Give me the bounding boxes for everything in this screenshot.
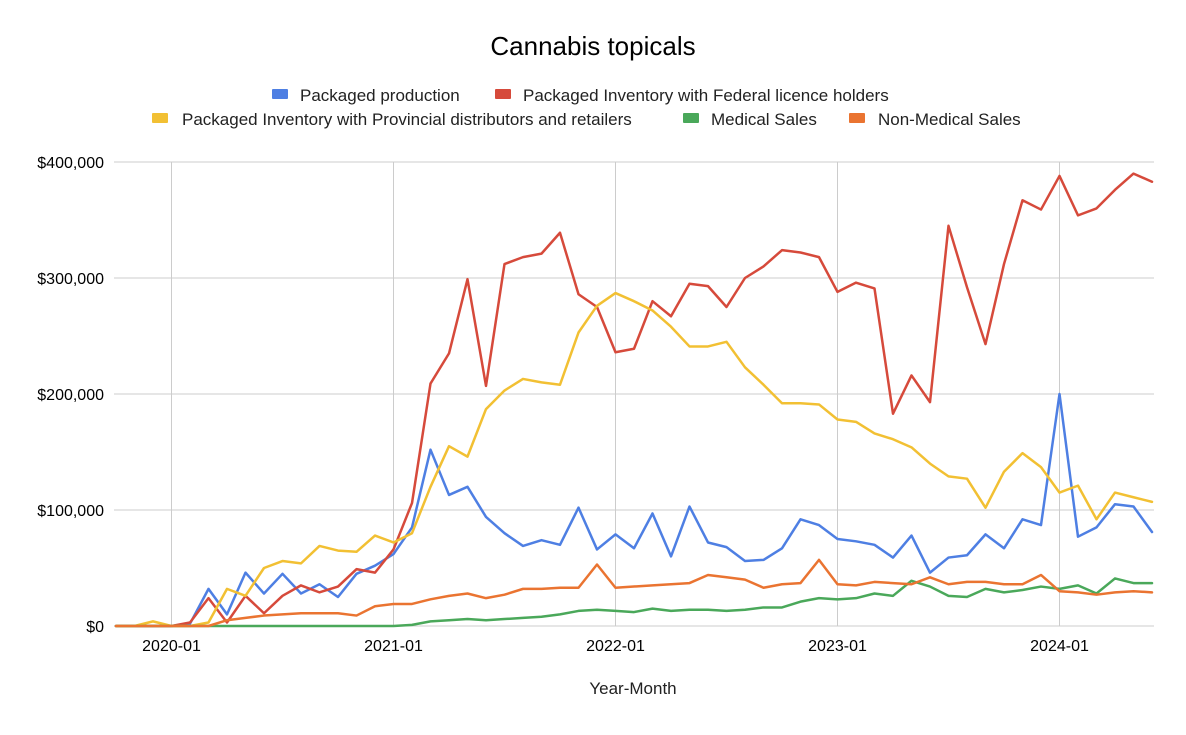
- y-tick-label: $100,000: [37, 503, 104, 520]
- legend-item-medical-sales[interactable]: Medical Sales: [683, 110, 817, 129]
- legend-label: Medical Sales: [711, 110, 817, 129]
- legend-swatch: [495, 89, 511, 99]
- legend-label: Packaged Inventory with Provincial distr…: [182, 110, 632, 129]
- legend-label: Packaged production: [300, 86, 460, 105]
- legend-label: Packaged Inventory with Federal licence …: [523, 86, 889, 105]
- legend-item-non-medical-sales[interactable]: Non-Medical Sales: [849, 110, 1021, 129]
- series-line-4: [114, 558, 1154, 628]
- legend-swatch: [272, 89, 288, 99]
- y-tick-label: $400,000: [37, 155, 104, 172]
- series-lines: [114, 172, 1154, 628]
- legend-item-provincial-inventory[interactable]: Packaged Inventory with Provincial distr…: [152, 110, 632, 129]
- series-line-2: [114, 291, 1154, 628]
- chart-title: Cannabis topicals: [490, 31, 695, 61]
- y-axis-ticks: $0 $100,000 $200,000 $300,000 $400,000: [37, 155, 104, 636]
- x-tick-label: 2020-01: [142, 638, 201, 655]
- legend-label: Non-Medical Sales: [878, 110, 1021, 129]
- x-axis-ticks: 2020-01 2021-01 2022-01 2023-01 2024-01: [142, 638, 1089, 655]
- y-tick-label: $300,000: [37, 271, 104, 288]
- x-tick-label: 2024-01: [1030, 638, 1089, 655]
- x-tick-label: 2023-01: [808, 638, 867, 655]
- legend-swatch: [849, 113, 865, 123]
- legend-swatch: [152, 113, 168, 123]
- series-line-3: [114, 577, 1154, 628]
- y-tick-label: $200,000: [37, 387, 104, 404]
- legend-item-packaged-production[interactable]: Packaged production: [272, 86, 460, 105]
- legend-swatch: [683, 113, 699, 123]
- x-tick-label: 2022-01: [586, 638, 645, 655]
- x-tick-label: 2021-01: [364, 638, 423, 655]
- gridlines: [114, 161, 1154, 627]
- series-line-0: [114, 392, 1154, 628]
- x-axis-title: Year-Month: [589, 679, 676, 698]
- y-tick-label: $0: [86, 619, 104, 636]
- series-line-1: [114, 172, 1154, 628]
- legend-item-federal-inventory[interactable]: Packaged Inventory with Federal licence …: [495, 86, 889, 105]
